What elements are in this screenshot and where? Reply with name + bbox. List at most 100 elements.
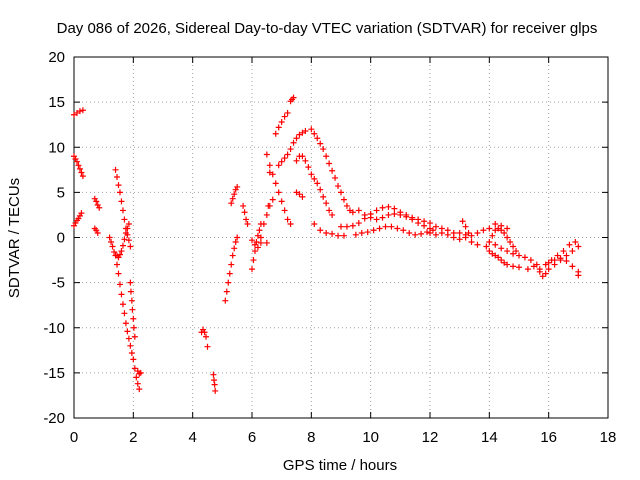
data-point [275, 162, 282, 169]
series-s9 [127, 279, 138, 340]
data-point [563, 252, 570, 259]
x-axis-label: GPS time / hours [283, 457, 397, 474]
data-point [137, 369, 144, 376]
data-point [109, 243, 116, 250]
data-point [133, 374, 140, 381]
series-s17 [249, 237, 264, 251]
data-point [263, 151, 270, 158]
data-point [229, 252, 236, 259]
data-point [116, 189, 123, 196]
data-point [498, 245, 505, 252]
data-point [391, 205, 398, 212]
axis-ticks: 0 2 4 6 8 10 12 14 16 18 20 15 10 5 0 -5 -10 -15 -20 [43, 49, 616, 446]
data-point [524, 266, 531, 273]
data-point [232, 239, 239, 246]
data-point [116, 281, 123, 288]
x-tick-label: 14 [481, 429, 498, 446]
data-point [575, 272, 582, 279]
data-point [329, 230, 336, 237]
series-s39 [545, 255, 582, 279]
data-point [314, 180, 321, 187]
data-point [465, 229, 472, 236]
data-point [379, 204, 386, 211]
series-s6 [106, 234, 143, 393]
data-point [210, 371, 217, 378]
data-point [226, 270, 233, 277]
data-point [308, 126, 315, 133]
data-point [260, 220, 267, 227]
grid [74, 57, 608, 418]
data-point [539, 273, 546, 280]
data-point [510, 263, 517, 270]
series-s29 [349, 207, 433, 232]
data-point [127, 279, 134, 286]
data-point [504, 248, 511, 255]
data-point [240, 202, 247, 209]
data-point [272, 180, 279, 187]
data-point [299, 153, 306, 160]
data-point [569, 248, 576, 255]
series-s3 [71, 210, 85, 229]
data-point [373, 207, 380, 214]
data-point [114, 174, 121, 181]
y-tick-label: 5 [57, 184, 65, 201]
data-point [456, 229, 463, 236]
data-point [76, 212, 83, 219]
data-point [406, 229, 413, 236]
series-s13 [222, 234, 241, 304]
data-point [427, 220, 433, 227]
data-point [349, 209, 356, 216]
data-point [450, 234, 457, 241]
data-point [108, 239, 115, 246]
data-point [266, 162, 273, 169]
data-point [79, 173, 86, 180]
data-point [296, 191, 303, 198]
y-tick-label: 20 [48, 49, 65, 66]
x-tick-label: 16 [540, 429, 557, 446]
data-point [287, 146, 294, 153]
series-s14 [228, 183, 241, 207]
data-point [462, 234, 469, 241]
series-s26 [293, 153, 336, 218]
data-point [329, 167, 336, 174]
data-point [352, 231, 359, 238]
data-point [340, 196, 347, 203]
series-s5 [91, 225, 101, 236]
data-point [338, 189, 344, 196]
data-point [361, 211, 368, 218]
data-point [72, 155, 79, 162]
data-point [115, 270, 122, 277]
data-point [317, 140, 324, 147]
data-point [314, 135, 321, 142]
data-point [228, 200, 235, 207]
data-point [72, 220, 79, 227]
data-point [492, 241, 499, 248]
series-s7 [112, 166, 134, 250]
data-point [272, 130, 279, 137]
data-point [409, 216, 416, 223]
series-s4 [91, 195, 103, 211]
data-point [495, 254, 502, 261]
data-point [355, 220, 362, 227]
data-point [385, 203, 392, 210]
y-tick-label: 15 [48, 94, 65, 111]
series-s38 [524, 239, 579, 273]
data-point [329, 211, 336, 218]
data-point [76, 108, 83, 115]
series-s36 [492, 241, 522, 259]
data-point [122, 320, 129, 327]
data-point [545, 259, 552, 266]
series-s25 [308, 126, 353, 214]
x-tick-label: 8 [307, 429, 315, 446]
data-point [121, 236, 128, 243]
data-point [468, 239, 475, 246]
data-point [504, 225, 511, 232]
data-point [516, 264, 522, 271]
x-tick-label: 18 [600, 429, 617, 446]
data-point [343, 223, 350, 230]
data-point [432, 223, 439, 230]
data-point [136, 370, 143, 377]
data-point [516, 252, 522, 259]
series-s12 [210, 371, 219, 394]
data-point [403, 213, 410, 220]
